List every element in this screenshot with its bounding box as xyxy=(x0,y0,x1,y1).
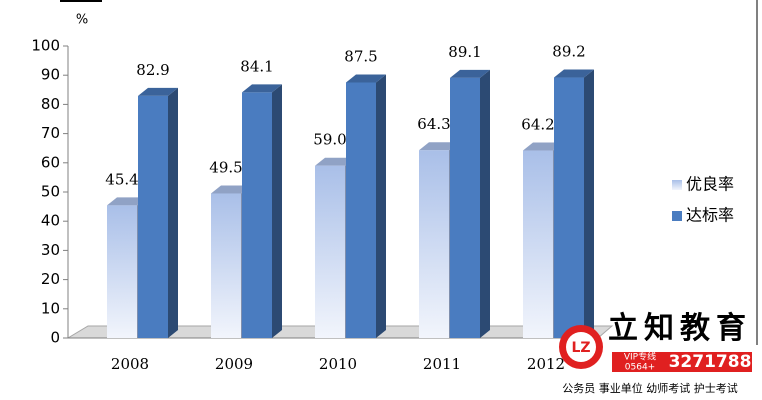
y-tick-label: 100 xyxy=(31,37,60,55)
bar-top xyxy=(450,69,490,78)
bar-top xyxy=(107,197,147,206)
bar-side xyxy=(168,87,178,338)
bar xyxy=(242,92,272,338)
value-label: 49.5 xyxy=(209,158,242,176)
value-label: 82.9 xyxy=(136,61,169,79)
area-code: 0564+ xyxy=(625,363,655,373)
logo-text: LZ xyxy=(571,340,590,356)
y-axis-label: % xyxy=(76,13,88,28)
phone: 3271788 xyxy=(669,352,752,372)
y-tick-label: 50 xyxy=(41,183,60,201)
bar-top xyxy=(523,142,563,151)
legend-label: 优良率 xyxy=(686,175,734,194)
value-label: 87.5 xyxy=(344,48,377,66)
x-tick-label: 2012 xyxy=(527,355,565,373)
y-tick-label: 20 xyxy=(41,270,60,288)
bar xyxy=(315,165,345,338)
hotline: VIP专线 xyxy=(624,351,656,363)
legend-swatch xyxy=(672,211,682,221)
legend-label: 达标率 xyxy=(686,206,734,225)
bar-top xyxy=(315,157,355,166)
value-label: 64.3 xyxy=(417,115,450,133)
y-tick-label: 0 xyxy=(50,329,60,347)
y-tick-label: 80 xyxy=(41,95,60,113)
bar-top xyxy=(211,185,251,194)
bar xyxy=(523,150,553,338)
bar xyxy=(419,150,449,338)
x-tick-label: 2008 xyxy=(111,355,149,373)
value-label: 89.1 xyxy=(448,43,481,61)
y-tick-label: 30 xyxy=(41,241,60,259)
value-label: 45.4 xyxy=(105,170,138,188)
bar-top xyxy=(419,142,459,151)
y-tick-label: 70 xyxy=(41,124,60,142)
logo-inner xyxy=(566,332,596,362)
watermark: LZ 立知教育 VIP专线 0564+ 3271788 公务员 事业单位 幼师考… xyxy=(559,311,752,395)
y-tick-label: 10 xyxy=(41,299,60,317)
x-tick-label: 2011 xyxy=(423,355,461,373)
bar-top xyxy=(138,87,178,96)
bar xyxy=(346,82,376,338)
bar-top xyxy=(346,74,386,83)
value-label: 64.2 xyxy=(521,116,554,134)
legend-swatch xyxy=(672,180,682,190)
y-tick-label: 40 xyxy=(41,212,60,230)
bar-side xyxy=(376,74,386,338)
bar xyxy=(138,95,168,338)
x-tick-label: 2010 xyxy=(319,355,357,373)
bar xyxy=(107,205,137,338)
x-tick-label: 2009 xyxy=(215,355,253,373)
y-tick-label: 90 xyxy=(41,66,60,84)
bar xyxy=(554,77,584,338)
brand: 立知教育 xyxy=(608,311,752,346)
bar xyxy=(211,193,241,338)
hotline-box xyxy=(612,352,752,372)
bar-side xyxy=(480,69,490,338)
value-label: 89.2 xyxy=(552,43,585,61)
bar-top xyxy=(554,69,594,78)
bar-top xyxy=(242,84,282,93)
bar-side xyxy=(272,84,282,338)
y-tick-label: 60 xyxy=(41,153,60,171)
services: 公务员 事业单位 幼师考试 护士考试 xyxy=(562,381,738,395)
bar-side xyxy=(584,69,594,338)
value-label: 84.1 xyxy=(240,57,273,75)
value-label: 59.0 xyxy=(313,131,346,149)
bar xyxy=(450,77,480,338)
